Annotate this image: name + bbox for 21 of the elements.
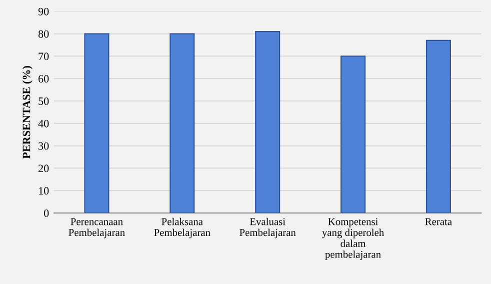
x-tick-label: Perencanaan Pembelajaran (68, 218, 125, 238)
y-tick-label: 50 (38, 97, 49, 105)
y-tick-label: 0 (44, 209, 49, 217)
y-tick-label: 60 (38, 75, 49, 83)
y-tick-label: 70 (38, 52, 49, 60)
bar (340, 56, 366, 213)
y-tick-label: 20 (38, 164, 49, 172)
bar (84, 33, 110, 213)
y-tick-label: 90 (38, 8, 49, 16)
bar (426, 40, 451, 213)
y-tick-label: 80 (38, 30, 49, 38)
y-axis-title: PERSENTASE (%) (22, 66, 32, 159)
x-tick-label: Evaluasi Pembelajaran (240, 218, 296, 238)
x-tick-label: Rerata (425, 218, 452, 226)
y-tick-label: 40 (38, 120, 49, 128)
y-tick-label: 30 (38, 142, 49, 150)
x-tick-label: Pelaksana Pembelajaran (154, 218, 210, 238)
y-tick-label: 10 (39, 187, 49, 195)
bar (170, 33, 195, 213)
bar (255, 30, 280, 213)
x-tick-label: Kompetensi yang diperoleh dalam pembelajaran (322, 218, 384, 260)
